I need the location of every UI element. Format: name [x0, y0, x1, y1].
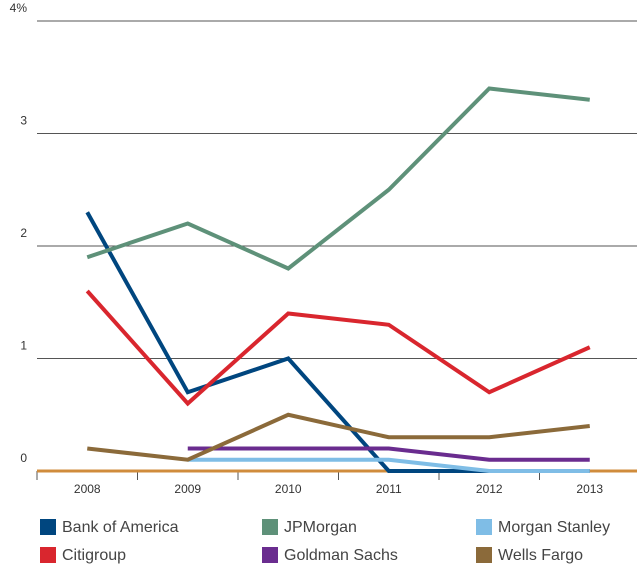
y-tick-label: 1	[20, 339, 27, 353]
series-line	[87, 412, 590, 462]
x-tick-label: 2012	[476, 482, 503, 496]
legend-label: Morgan Stanley	[498, 519, 610, 536]
series-line	[85, 211, 590, 473]
legend-label: Bank of America	[62, 519, 179, 536]
series-line	[187, 446, 590, 462]
x-tick-label: 2009	[174, 482, 201, 496]
x-tick-label: 2010	[275, 482, 302, 496]
x-tick-label: 2011	[376, 482, 402, 496]
x-tick-label: 2013	[576, 482, 603, 496]
legend-label: JPMorgan	[284, 519, 357, 536]
legend-swatch	[40, 519, 56, 535]
legend-label: Citigroup	[62, 547, 126, 564]
x-tick-label: 2008	[74, 482, 101, 496]
legend-swatch	[40, 547, 56, 563]
series-line	[187, 457, 590, 473]
y-tick-label: 3	[20, 114, 27, 128]
legend-swatch	[476, 547, 492, 563]
legend-swatch	[262, 547, 278, 563]
y-tick-label: 4%	[10, 1, 28, 15]
y-tick-label: 2	[20, 226, 27, 240]
legend-swatch	[476, 519, 492, 535]
series-line	[86, 86, 590, 271]
series-line	[85, 289, 591, 407]
legend-label: Wells Fargo	[498, 547, 583, 564]
legend-label: Goldman Sachs	[284, 547, 398, 564]
y-tick-label: 0	[20, 451, 27, 465]
legend-swatch	[262, 519, 278, 535]
